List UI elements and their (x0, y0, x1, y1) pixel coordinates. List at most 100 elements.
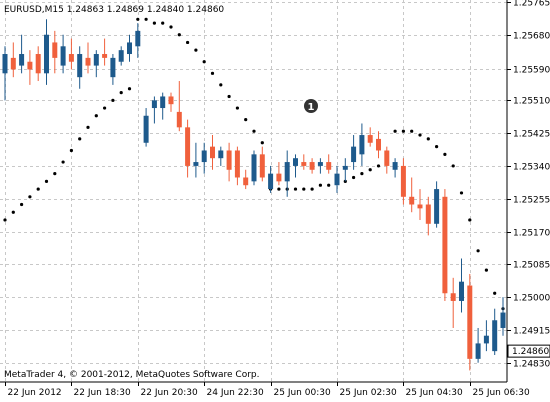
candle-body-25 (210, 146, 215, 159)
sar-point-50 (418, 133, 422, 137)
y-tick-label-9: 1.25000 (513, 294, 550, 304)
candle-body-59 (492, 320, 498, 352)
sar-point-2 (20, 202, 24, 207)
candle-body-47 (392, 162, 398, 170)
sar-point-19 (161, 21, 165, 25)
sar-point-26 (219, 83, 223, 87)
candle-body-49 (409, 196, 415, 205)
sar-point-31 (260, 141, 264, 145)
sar-point-8 (69, 148, 73, 153)
y-axis-ticks: 1.25765 1.25680 1.25590 1.25510 1.25425 1.253… (507, 0, 550, 370)
x-tick-label-3: 24 Jun 22:30 (207, 388, 264, 398)
candle-body-15 (127, 42, 132, 55)
y-tick-label-1: 1.25680 (513, 32, 550, 42)
candle-body-31 (259, 154, 265, 178)
x-tick-label-6: 25 Jun 04:30 (406, 388, 463, 398)
sar-point-27 (227, 94, 231, 99)
candle-body-41 (342, 165, 348, 170)
candle-body-8 (68, 54, 74, 62)
copyright-watermark: MetaTrader 4, © 2001-2012, MetaQuotes So… (4, 370, 260, 380)
sar-point-7 (61, 160, 65, 164)
sar-point-11 (94, 114, 98, 118)
sar-point-29 (244, 118, 248, 122)
axes (0, 0, 508, 383)
candlestick-series (2, 19, 506, 371)
candle-body-50 (417, 204, 423, 209)
sar-point-53 (443, 152, 447, 156)
candle-body-29 (243, 177, 249, 186)
sar-point-36 (302, 187, 306, 191)
sar-point-38 (318, 183, 322, 187)
sar-point-16 (136, 17, 140, 21)
sar-point-49 (410, 129, 414, 133)
sar-point-13 (111, 98, 115, 102)
candle-body-13 (110, 57, 116, 78)
sar-point-3 (28, 195, 32, 199)
candle-body-2 (19, 54, 25, 66)
candle-body-35 (293, 158, 298, 166)
y-tick-label-3: 1.25510 (513, 97, 550, 107)
sar-point-44 (368, 168, 372, 172)
sar-point-57 (476, 249, 480, 253)
candle-body-54 (450, 293, 456, 301)
candle-body-27 (226, 150, 232, 170)
x-tick-label-7: 25 Jun 06:30 (473, 388, 530, 398)
sar-point-12 (103, 106, 107, 110)
sar-point-5 (44, 179, 49, 183)
current-price-label: 1.24860 (512, 347, 549, 357)
x-tick-label-4: 25 Jun 00:30 (274, 388, 331, 398)
sar-point-24 (202, 60, 206, 64)
candle-body-6 (52, 42, 58, 58)
sar-point-4 (36, 187, 40, 191)
x-tick-label-5: 25 Jun 02:30 (340, 388, 397, 398)
sar-point-21 (177, 33, 181, 37)
candle-body-60 (500, 312, 506, 328)
sar-point-48 (401, 129, 405, 133)
candle-body-33 (276, 173, 282, 182)
sar-point-35 (293, 187, 298, 191)
candle-body-57 (475, 343, 481, 359)
y-tick-label-2: 1.25590 (513, 66, 550, 76)
candle-body-1 (10, 57, 16, 70)
sar-point-58 (484, 268, 488, 272)
sar-point-45 (376, 164, 381, 168)
sar-point-0 (3, 218, 7, 222)
candle-body-5 (44, 34, 49, 74)
sar-point-33 (277, 187, 281, 191)
x-tick-label-2: 22 Jun 20:30 (141, 388, 198, 398)
sar-point-22 (186, 40, 190, 45)
sar-point-55 (459, 191, 464, 195)
candle-body-28 (234, 150, 240, 178)
y-tick-label-4: 1.25425 (513, 130, 550, 140)
current-price-box: 1.24860 (507, 344, 550, 358)
candle-body-14 (118, 50, 124, 62)
candle-body-51 (425, 204, 431, 224)
sar-point-52 (435, 145, 439, 149)
x-tick-label-1: 22 Jun 18:30 (74, 388, 131, 398)
candle-body-19 (160, 96, 166, 109)
sar-point-14 (119, 91, 123, 95)
current-price-box-rect (507, 344, 550, 358)
candle-body-43 (359, 135, 365, 155)
sar-point-1 (11, 210, 15, 214)
candle-body-22 (185, 127, 191, 166)
candle-body-11 (93, 54, 99, 66)
candle-body-48 (400, 165, 406, 197)
candle-body-10 (85, 57, 91, 66)
y-tick-label-7: 1.25170 (513, 229, 550, 239)
candle-body-52 (434, 189, 440, 224)
annotation-marker: 1 (304, 99, 318, 113)
sar-point-43 (360, 172, 364, 176)
y-tick-label-6: 1.25255 (513, 196, 550, 206)
sar-point-9 (78, 137, 82, 141)
candle-body-30 (251, 154, 257, 182)
x-axis-ticks: 22 Jun 2012 22 Jun 18:30 22 Jun 20:30 24 Ju… (5, 382, 530, 398)
candle-body-38 (317, 162, 323, 166)
candle-body-44 (367, 135, 373, 143)
sar-point-25 (210, 71, 215, 75)
candle-body-53 (442, 196, 448, 294)
candle-body-58 (483, 335, 489, 344)
sar-point-39 (327, 183, 331, 187)
